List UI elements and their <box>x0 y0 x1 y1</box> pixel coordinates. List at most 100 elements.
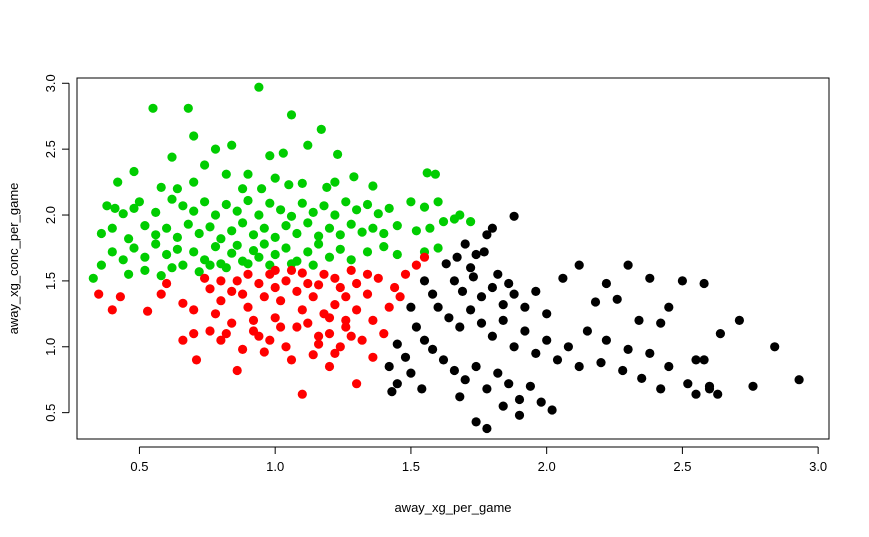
data-point <box>265 151 275 161</box>
data-point <box>172 184 182 194</box>
data-point <box>232 276 242 286</box>
data-point <box>292 228 302 239</box>
data-point <box>433 243 443 253</box>
data-point <box>379 242 389 252</box>
data-point <box>286 265 297 275</box>
data-point <box>476 292 487 302</box>
data-point <box>455 392 465 402</box>
x-tick-label: 3.0 <box>809 459 827 474</box>
data-point <box>691 355 701 365</box>
data-point <box>270 313 280 323</box>
data-point <box>379 228 389 239</box>
data-point <box>601 335 612 345</box>
data-point <box>178 201 188 211</box>
data-point <box>270 282 280 293</box>
data-point <box>623 344 633 354</box>
data-point <box>259 347 269 357</box>
data-point <box>531 286 541 296</box>
data-point <box>384 302 394 312</box>
data-point <box>392 249 402 260</box>
data-point <box>94 289 104 299</box>
data-point <box>677 276 688 286</box>
data-point <box>715 329 726 339</box>
data-point <box>514 410 525 420</box>
x-axis: 0.5 1.0 1.5 2.0 2.5 3.0 <box>130 446 827 474</box>
data-point <box>221 169 231 179</box>
data-point <box>210 309 221 319</box>
data-point <box>232 206 242 216</box>
data-point <box>200 273 210 283</box>
data-point <box>504 278 514 289</box>
data-point <box>438 355 449 365</box>
data-point <box>634 315 644 325</box>
data-point <box>392 221 402 231</box>
data-point <box>441 259 451 269</box>
data-point <box>460 239 470 249</box>
data-point <box>178 260 188 270</box>
data-point <box>466 217 476 227</box>
x-tick-label: 0.5 <box>130 459 148 474</box>
data-point <box>411 322 421 332</box>
data-point <box>151 230 161 240</box>
data-point <box>281 342 291 352</box>
data-point <box>482 423 492 434</box>
data-point <box>107 223 117 233</box>
data-point <box>346 265 356 275</box>
data-point <box>88 273 98 283</box>
data-point <box>156 289 166 299</box>
data-point <box>362 269 373 279</box>
data-point <box>520 326 530 336</box>
data-point <box>482 384 492 394</box>
data-point <box>563 342 574 352</box>
data-point <box>324 361 335 372</box>
data-point <box>430 169 440 179</box>
data-point <box>362 199 373 210</box>
data-point <box>134 197 144 207</box>
data-point <box>227 286 237 296</box>
y-tick-label: 0.5 <box>43 404 58 422</box>
data-point <box>278 148 288 158</box>
plot-frame <box>76 77 830 440</box>
data-point <box>248 246 259 256</box>
data-point <box>162 223 172 233</box>
data-point <box>645 273 655 283</box>
data-point <box>487 223 497 233</box>
data-point <box>368 352 378 362</box>
data-point <box>406 368 416 378</box>
data-point <box>601 278 612 289</box>
data-point <box>664 302 674 312</box>
data-point <box>151 239 161 249</box>
x-tick-label: 2.0 <box>538 459 556 474</box>
data-point <box>509 342 519 352</box>
data-point <box>183 103 193 113</box>
data-point <box>574 361 584 372</box>
data-point <box>314 231 324 241</box>
data-point <box>514 394 525 405</box>
data-point <box>232 365 242 376</box>
data-point <box>107 305 117 315</box>
data-point <box>411 260 421 270</box>
data-point <box>124 234 134 244</box>
data-point <box>183 219 193 229</box>
y-axis: 0.5 1.0 1.5 2.0 2.5 3.0 <box>43 74 70 422</box>
data-point <box>449 214 459 224</box>
data-point <box>162 249 172 260</box>
data-point <box>276 322 286 332</box>
data-point <box>713 389 723 399</box>
data-point <box>400 269 411 279</box>
data-point <box>493 368 503 378</box>
data-point <box>265 198 275 208</box>
data-point <box>140 252 150 262</box>
data-point <box>330 210 340 220</box>
data-point <box>466 305 476 315</box>
data-point <box>148 103 158 113</box>
data-point <box>162 278 172 289</box>
data-point <box>406 302 416 312</box>
data-point <box>308 207 318 217</box>
data-point <box>664 361 674 372</box>
data-point <box>468 272 478 282</box>
data-point <box>178 335 188 345</box>
data-point <box>324 329 335 339</box>
data-point <box>449 276 459 286</box>
data-point <box>612 294 622 304</box>
